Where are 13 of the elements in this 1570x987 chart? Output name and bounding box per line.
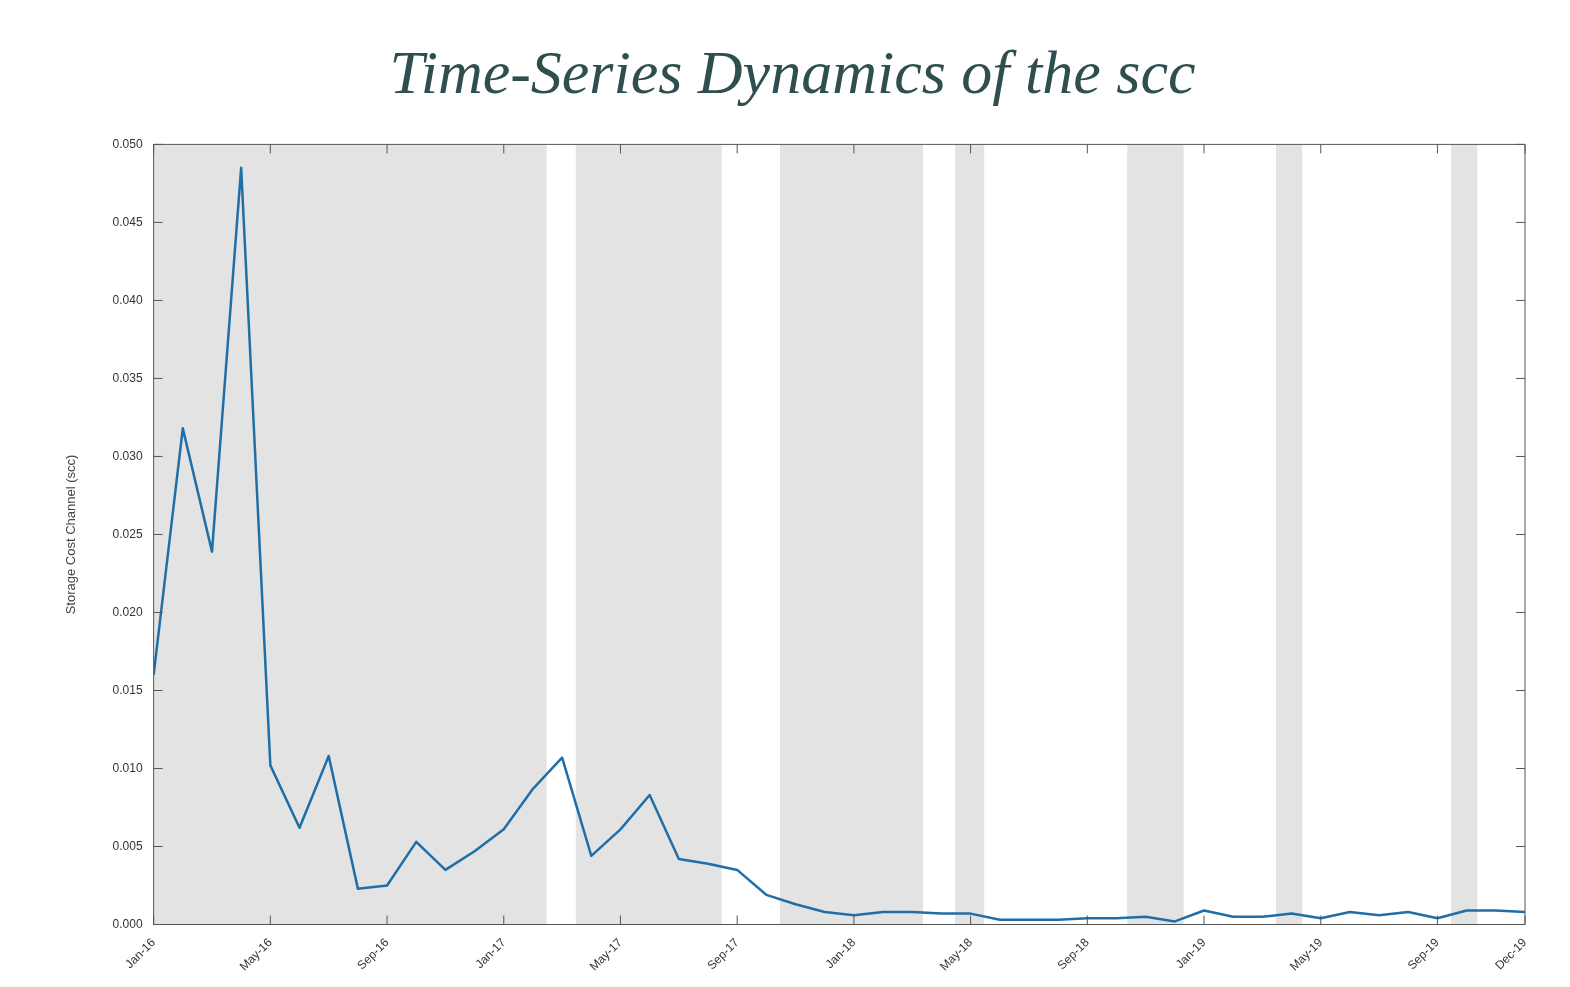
y-tick-label: 0.045 — [112, 214, 143, 229]
y-tick-label: 0.020 — [112, 604, 143, 619]
y-axis-title: Storage Cost Channel (scc) — [63, 454, 79, 615]
y-tick-label: 0.015 — [112, 682, 143, 697]
y-tick-label: 0.010 — [112, 760, 143, 775]
y-tick-label: 0.025 — [112, 526, 143, 541]
y-tick-label: 0.040 — [112, 292, 143, 307]
y-tick-label: 0.050 — [112, 136, 143, 151]
y-tick-label: 0.005 — [112, 838, 143, 853]
y-tick-label: 0.000 — [112, 916, 143, 931]
y-tick-label: 0.030 — [112, 448, 143, 463]
y-tick-label: 0.035 — [112, 370, 143, 385]
chart-title: Time-Series Dynamics of the scc — [389, 38, 1196, 107]
